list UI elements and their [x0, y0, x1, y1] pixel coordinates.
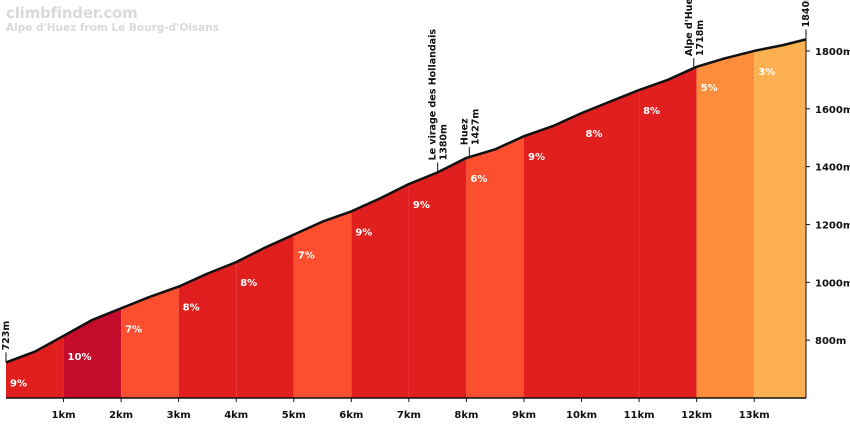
segment-14: [754, 39, 806, 399]
grade-label: 7%: [125, 324, 142, 335]
annotation-name: Huez: [459, 118, 470, 145]
segment-8: [408, 157, 467, 398]
segment-6: [293, 211, 352, 398]
segment-1: [6, 335, 64, 398]
x-tick-label: 10km: [566, 410, 597, 421]
segment-7: [351, 184, 409, 398]
segment-4: [178, 262, 237, 398]
profile-line: [5, 38, 807, 364]
x-tick-label: 5km: [282, 410, 306, 421]
annotation-label: 1840m: [801, 0, 812, 27]
x-tick-label: 3km: [167, 410, 191, 421]
grade-label: 9%: [355, 227, 372, 238]
annotation-elevation: 1427m: [470, 109, 481, 145]
chart-subtitle: Alpe d'Huez from Le Bourg-d'Oisans: [6, 22, 219, 34]
segment-12: [639, 66, 697, 399]
annotation-label: 723m: [1, 321, 12, 351]
x-tick-label: 6km: [339, 410, 363, 421]
grade-label: 8%: [183, 303, 200, 314]
segment-5: [236, 234, 294, 398]
grade-label: 6%: [470, 174, 487, 185]
x-tick-label: 7km: [397, 410, 421, 421]
annotation-elevation: 1718m: [695, 20, 706, 56]
grade-label: 9%: [528, 152, 545, 163]
y-tick-label: 1000m: [815, 278, 850, 289]
y-tick-label: 1800m: [815, 47, 850, 58]
grade-label: 10%: [68, 352, 92, 363]
annotation-elevation: 723m: [1, 321, 12, 351]
grade-label: 5%: [701, 83, 718, 94]
grade-label: 7%: [298, 251, 315, 262]
grade-label: 9%: [413, 200, 430, 211]
x-tick-label: 4km: [224, 410, 248, 421]
y-tick-label: 800m: [815, 336, 846, 347]
segment-2: [63, 308, 122, 398]
x-tick-label: 8km: [454, 410, 478, 421]
x-tick-label: 2km: [109, 410, 133, 421]
x-tick-label: 9km: [512, 410, 536, 421]
y-tick-label: 1600m: [815, 105, 850, 116]
segment-11: [581, 90, 640, 398]
x-tick-label: 12km: [681, 410, 712, 421]
annotation-name: Alpe d'Huez: [684, 0, 695, 56]
y-tick-label: 1400m: [815, 163, 850, 174]
x-tick-label: 13km: [739, 410, 770, 421]
segment-10: [524, 113, 582, 398]
segment-13: [696, 50, 755, 399]
grade-label: 3%: [758, 67, 775, 78]
segment-9: [466, 136, 524, 398]
grade-label: 9%: [10, 378, 27, 389]
brand-logo: climbfinder.com: [6, 4, 138, 22]
grade-label: 8%: [240, 278, 257, 289]
x-tick-label: 1km: [52, 410, 76, 421]
annotation-elevation: 1840m: [801, 0, 812, 27]
annotation-label: Alpe d'Huez 1718m: [684, 0, 706, 56]
annotation-label: Le virage des Hollandais 1380m: [428, 29, 450, 161]
grade-label: 8%: [586, 129, 603, 140]
grade-label: 8%: [643, 106, 660, 117]
annotation-elevation: 1380m: [439, 124, 450, 160]
annotation-label: Huez 1427m: [459, 109, 481, 145]
x-tick-label: 11km: [624, 410, 655, 421]
segment-3: [121, 286, 179, 398]
y-tick-label: 1200m: [815, 220, 850, 231]
annotation-name: Le virage des Hollandais: [428, 29, 439, 161]
